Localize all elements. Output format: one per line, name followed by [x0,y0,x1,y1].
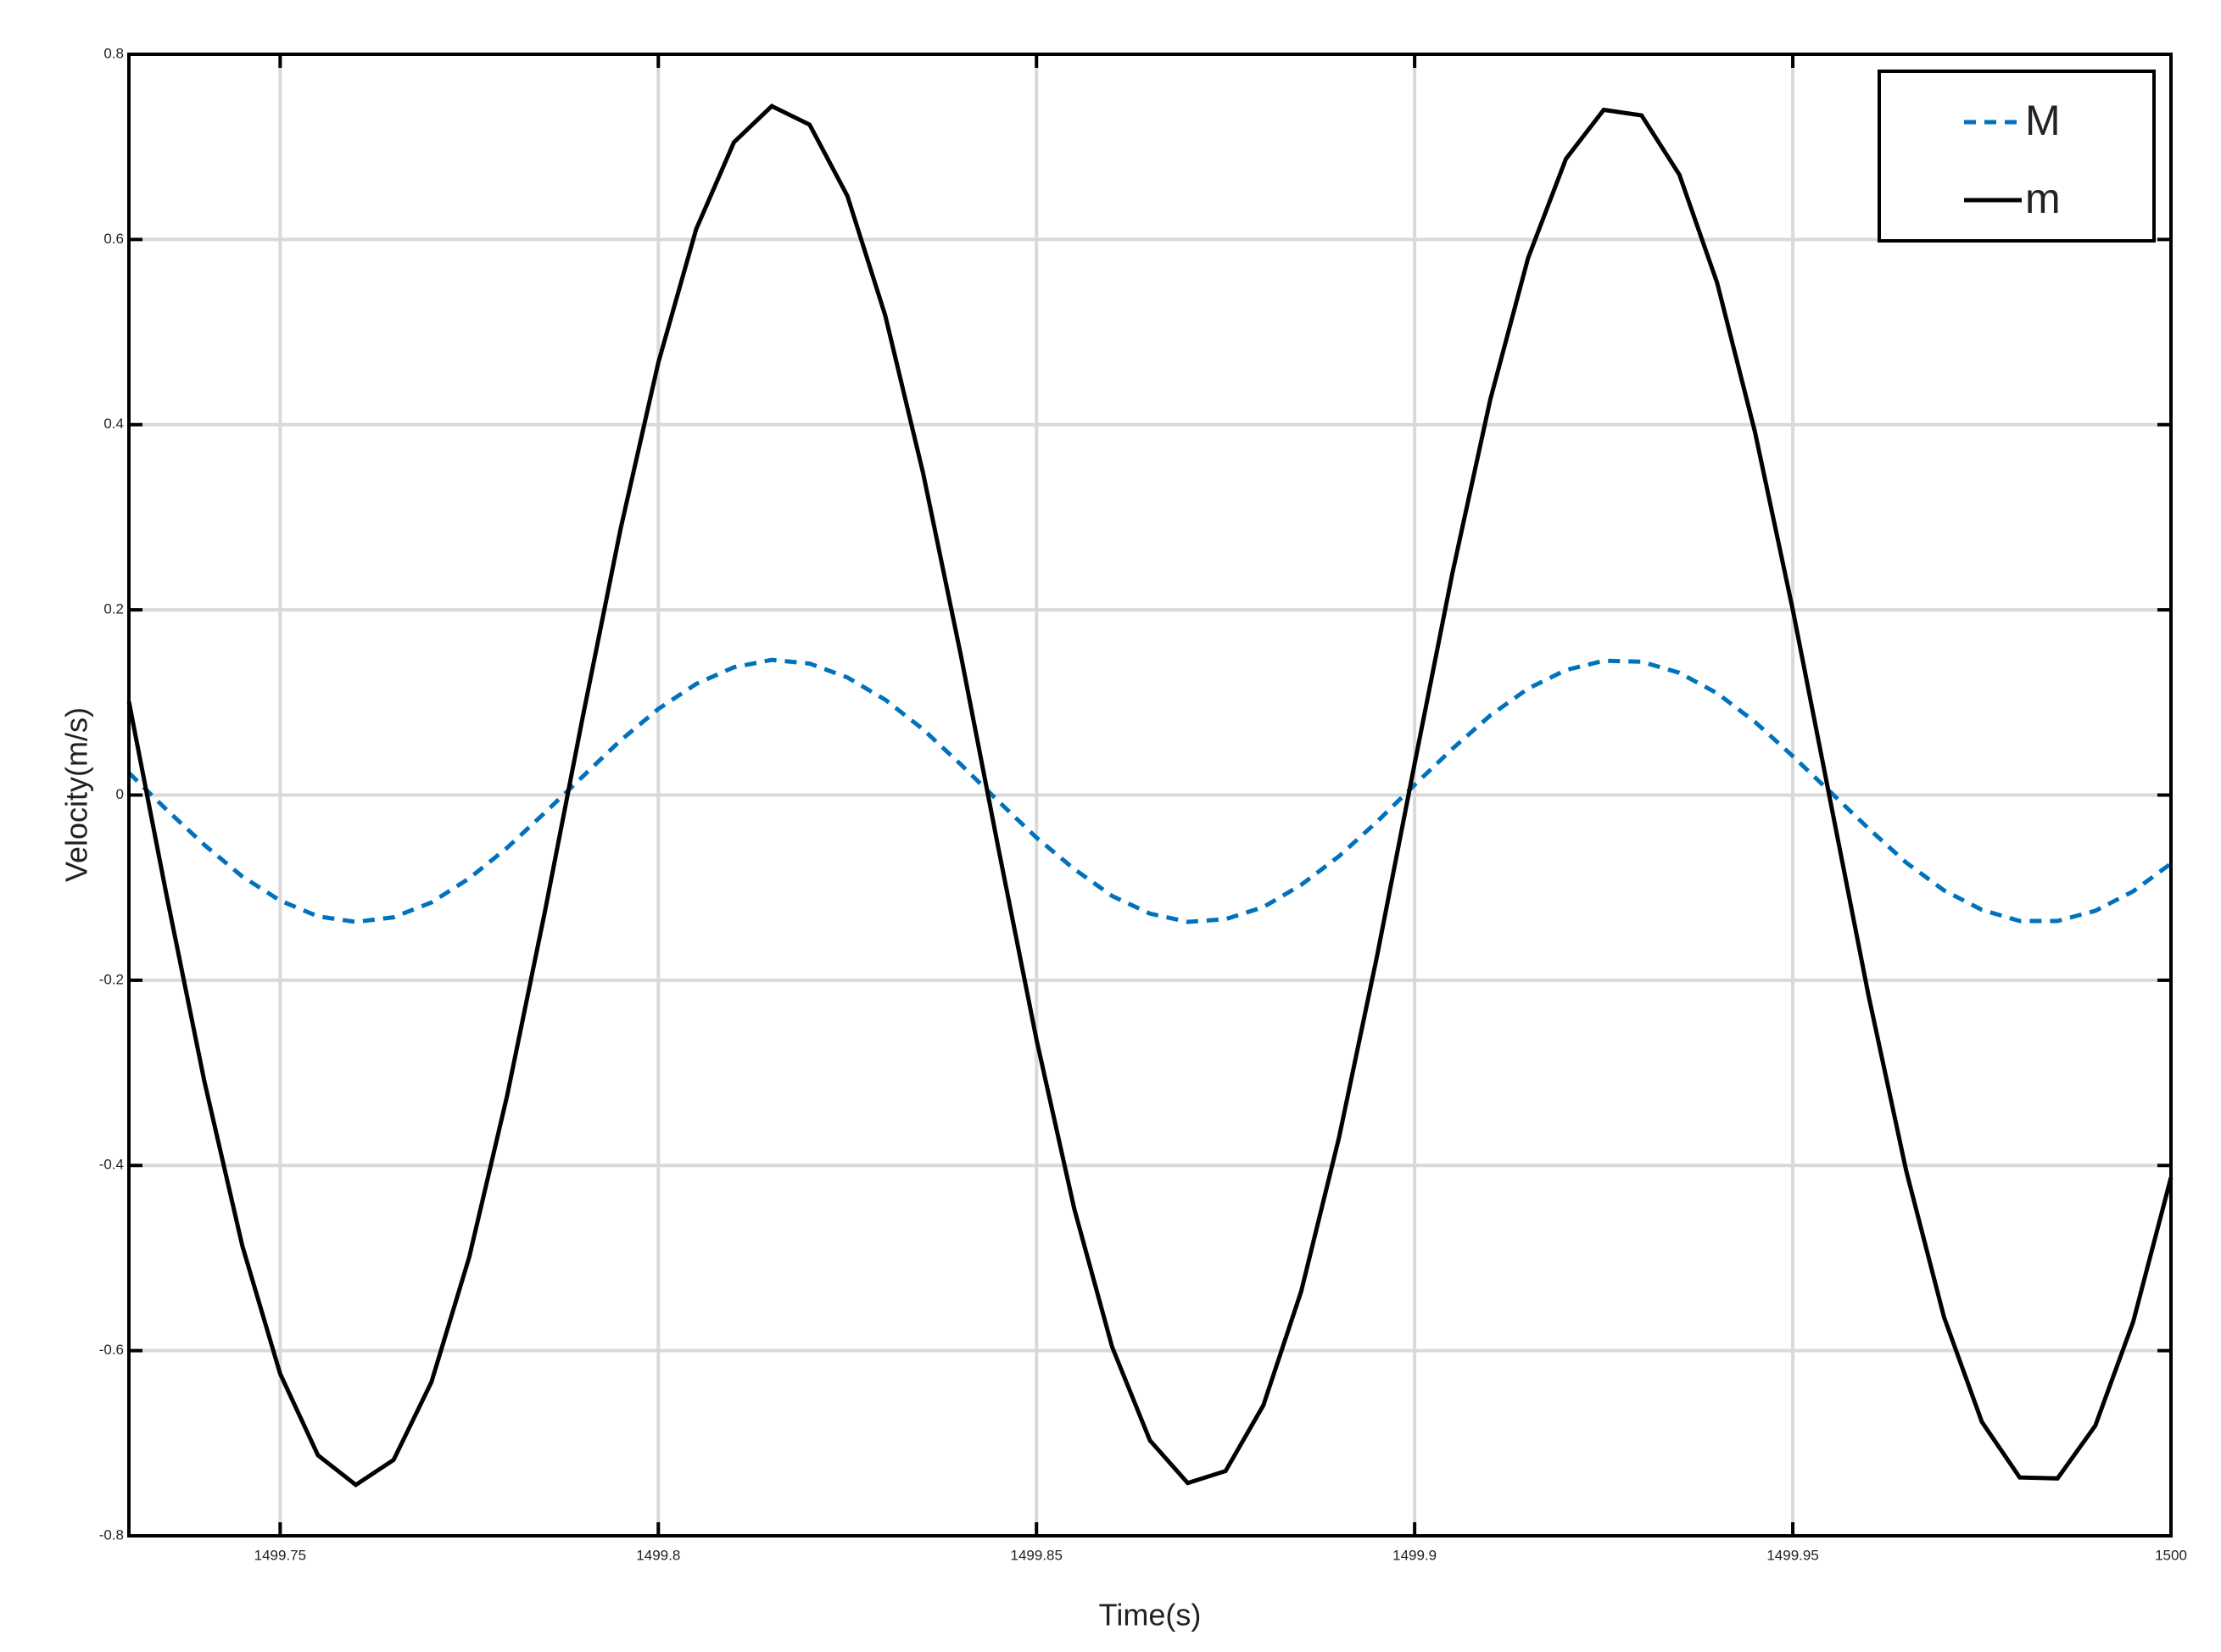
legend-label: M [2025,97,2061,144]
y-tick-label: 0.6 [103,231,124,247]
y-axis-label: Velocity(m/s) [59,707,94,882]
x-tick-label: 1499.8 [636,1547,680,1563]
x-axis-label: Time(s) [1099,1598,1202,1632]
x-tick-label: 1500 [2155,1547,2187,1563]
series-line [126,103,2174,1488]
y-tick-label: 0.2 [103,601,124,617]
plot-frame [127,53,2173,1538]
y-tick-label: -0.2 [99,971,124,987]
y-tick-label: -0.8 [99,1526,124,1543]
legend-box [1878,70,2156,243]
y-tick-label: -0.4 [99,1157,124,1173]
legend-label: m [2025,175,2061,222]
x-tick-label: 1499.95 [1766,1547,1818,1563]
x-tick-label: 1499.85 [1010,1547,1062,1563]
x-tick-label: 1499.75 [254,1547,306,1563]
y-tick-label: 0.4 [103,416,124,432]
series-line [127,657,2173,924]
y-tick-label: 0.8 [103,45,124,61]
y-tick-label: -0.6 [99,1342,124,1358]
x-tick-label: 1499.9 [1392,1547,1437,1563]
y-tick-label: 0 [116,786,124,802]
